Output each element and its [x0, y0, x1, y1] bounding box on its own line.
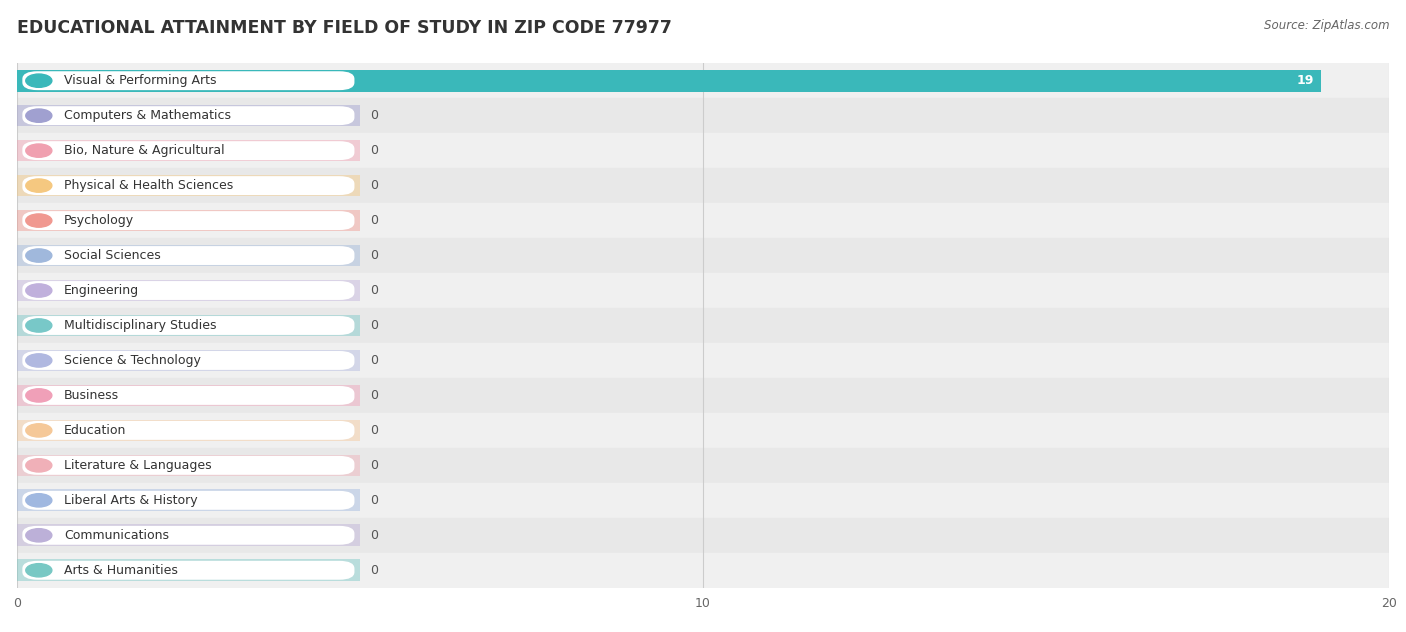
Bar — [17, 133, 1389, 168]
Text: 0: 0 — [370, 424, 378, 437]
Text: 0: 0 — [370, 144, 378, 157]
Bar — [17, 378, 1389, 413]
Bar — [17, 525, 360, 546]
Text: 19: 19 — [1296, 74, 1313, 87]
Bar — [17, 448, 1389, 483]
Text: Science & Technology: Science & Technology — [65, 354, 201, 367]
Text: 0: 0 — [370, 459, 378, 472]
FancyBboxPatch shape — [22, 246, 354, 265]
Circle shape — [25, 179, 52, 192]
FancyBboxPatch shape — [22, 456, 354, 475]
Bar — [17, 280, 360, 301]
Circle shape — [25, 284, 52, 297]
Circle shape — [25, 74, 52, 87]
FancyBboxPatch shape — [22, 211, 354, 230]
Bar — [17, 245, 360, 266]
Circle shape — [25, 459, 52, 472]
Text: 0: 0 — [370, 109, 378, 122]
FancyBboxPatch shape — [22, 386, 354, 405]
Bar — [17, 349, 360, 371]
Text: 0: 0 — [370, 389, 378, 402]
Bar — [17, 343, 1389, 378]
FancyBboxPatch shape — [22, 561, 354, 580]
Text: 0: 0 — [370, 564, 378, 577]
Circle shape — [25, 389, 52, 402]
Bar — [17, 273, 1389, 308]
Text: Psychology: Psychology — [65, 214, 135, 227]
Text: Physical & Health Sciences: Physical & Health Sciences — [65, 179, 233, 192]
Text: 0: 0 — [370, 179, 378, 192]
Bar — [17, 168, 1389, 203]
Circle shape — [25, 214, 52, 228]
Text: Computers & Mathematics: Computers & Mathematics — [65, 109, 231, 122]
FancyBboxPatch shape — [22, 106, 354, 125]
Text: 0: 0 — [370, 214, 378, 227]
FancyBboxPatch shape — [22, 281, 354, 300]
Bar — [17, 483, 1389, 518]
Text: 0: 0 — [370, 354, 378, 367]
Text: Communications: Communications — [65, 529, 169, 542]
FancyBboxPatch shape — [22, 176, 354, 195]
Bar — [17, 490, 360, 511]
FancyBboxPatch shape — [22, 71, 354, 90]
Circle shape — [25, 528, 52, 542]
Circle shape — [25, 423, 52, 437]
Bar — [17, 420, 360, 441]
FancyBboxPatch shape — [22, 526, 354, 545]
Circle shape — [25, 144, 52, 157]
Text: 0: 0 — [370, 284, 378, 297]
Text: Literature & Languages: Literature & Languages — [65, 459, 212, 472]
Circle shape — [25, 319, 52, 332]
Bar — [17, 454, 360, 476]
Bar — [17, 98, 1389, 133]
Bar — [17, 315, 360, 336]
Bar — [17, 559, 360, 581]
Circle shape — [25, 249, 52, 262]
Text: Business: Business — [65, 389, 120, 402]
Text: Source: ZipAtlas.com: Source: ZipAtlas.com — [1264, 19, 1389, 32]
Circle shape — [25, 354, 52, 367]
FancyBboxPatch shape — [22, 491, 354, 510]
Text: 0: 0 — [370, 249, 378, 262]
FancyBboxPatch shape — [22, 141, 354, 160]
Circle shape — [25, 109, 52, 123]
Circle shape — [25, 494, 52, 507]
Text: Education: Education — [65, 424, 127, 437]
Bar — [17, 518, 1389, 553]
Bar — [17, 238, 1389, 273]
Bar — [17, 210, 360, 231]
Text: 0: 0 — [370, 529, 378, 542]
Bar — [17, 175, 360, 197]
Bar — [17, 203, 1389, 238]
Text: Multidisciplinary Studies: Multidisciplinary Studies — [65, 319, 217, 332]
Text: Visual & Performing Arts: Visual & Performing Arts — [65, 74, 217, 87]
Text: 0: 0 — [370, 494, 378, 507]
FancyBboxPatch shape — [22, 316, 354, 335]
Bar — [17, 553, 1389, 588]
Text: Liberal Arts & History: Liberal Arts & History — [65, 494, 198, 507]
Bar — [17, 70, 1320, 92]
FancyBboxPatch shape — [22, 421, 354, 440]
Circle shape — [25, 564, 52, 577]
Text: Engineering: Engineering — [65, 284, 139, 297]
Text: Social Sciences: Social Sciences — [65, 249, 160, 262]
Bar — [17, 63, 1389, 98]
Text: Bio, Nature & Agricultural: Bio, Nature & Agricultural — [65, 144, 225, 157]
Text: EDUCATIONAL ATTAINMENT BY FIELD OF STUDY IN ZIP CODE 77977: EDUCATIONAL ATTAINMENT BY FIELD OF STUDY… — [17, 19, 672, 37]
FancyBboxPatch shape — [22, 351, 354, 370]
Text: Arts & Humanities: Arts & Humanities — [65, 564, 179, 577]
Bar — [17, 308, 1389, 343]
Bar — [17, 105, 360, 126]
Bar — [17, 413, 1389, 448]
Bar — [17, 140, 360, 161]
Bar — [17, 385, 360, 406]
Text: 0: 0 — [370, 319, 378, 332]
